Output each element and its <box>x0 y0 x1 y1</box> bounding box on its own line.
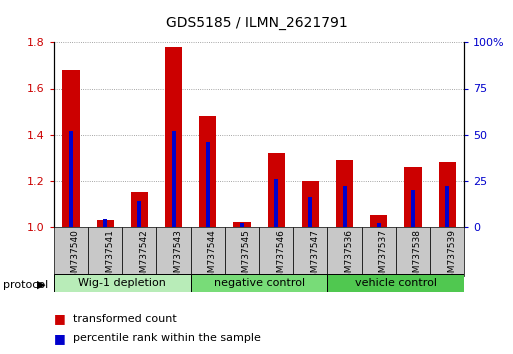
Bar <box>122 227 156 276</box>
Bar <box>343 186 347 227</box>
Bar <box>63 70 80 227</box>
Text: GSM737538: GSM737538 <box>413 229 422 284</box>
Bar <box>411 190 415 227</box>
Text: GSM737537: GSM737537 <box>379 229 388 284</box>
Bar <box>96 219 114 227</box>
Bar <box>191 227 225 276</box>
Text: negative control: negative control <box>213 278 305 288</box>
Bar <box>156 227 191 276</box>
Bar <box>396 227 430 276</box>
Bar <box>54 274 191 292</box>
Text: GSM737545: GSM737545 <box>242 229 251 284</box>
Bar <box>225 227 259 276</box>
Text: GSM737547: GSM737547 <box>310 229 320 284</box>
Text: GSM737539: GSM737539 <box>447 229 456 284</box>
Text: vehicle control: vehicle control <box>355 278 437 288</box>
Text: GSM737542: GSM737542 <box>140 229 148 284</box>
Bar <box>274 179 278 227</box>
Bar <box>445 186 449 227</box>
Bar <box>103 219 107 227</box>
Bar <box>240 223 244 227</box>
Text: GSM737546: GSM737546 <box>276 229 285 284</box>
Bar <box>137 201 142 227</box>
Text: ■: ■ <box>54 332 66 344</box>
Bar <box>165 47 182 227</box>
Bar <box>370 215 387 227</box>
Bar <box>259 227 293 276</box>
Text: GSM737540: GSM737540 <box>71 229 80 284</box>
Bar <box>199 116 216 227</box>
Text: transformed count: transformed count <box>73 314 177 324</box>
Bar <box>439 162 456 227</box>
Bar <box>131 192 148 227</box>
Bar <box>327 274 464 292</box>
Text: percentile rank within the sample: percentile rank within the sample <box>73 333 261 343</box>
Bar <box>404 167 422 227</box>
Bar <box>293 227 327 276</box>
Bar <box>430 227 464 276</box>
Bar <box>191 274 327 292</box>
Text: protocol: protocol <box>3 280 48 290</box>
Text: GSM737541: GSM737541 <box>105 229 114 284</box>
Bar <box>206 142 210 227</box>
Bar <box>268 153 285 227</box>
Text: GSM737543: GSM737543 <box>173 229 183 284</box>
Bar <box>54 227 88 276</box>
Bar <box>69 131 73 227</box>
Text: GSM737536: GSM737536 <box>345 229 353 284</box>
Text: Wig-1 depletion: Wig-1 depletion <box>78 278 166 288</box>
Bar <box>377 223 381 227</box>
Bar <box>88 227 122 276</box>
Text: ■: ■ <box>54 312 66 325</box>
Bar <box>308 197 312 227</box>
Bar <box>327 227 362 276</box>
Bar <box>362 227 396 276</box>
Text: ▶: ▶ <box>36 280 45 290</box>
Bar <box>302 181 319 227</box>
Bar <box>171 131 175 227</box>
Text: GDS5185 / ILMN_2621791: GDS5185 / ILMN_2621791 <box>166 16 347 30</box>
Bar <box>336 160 353 227</box>
Bar <box>233 222 250 227</box>
Text: GSM737544: GSM737544 <box>208 229 217 284</box>
